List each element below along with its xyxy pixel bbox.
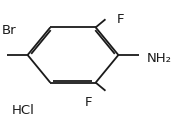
Text: HCl: HCl: [12, 104, 35, 117]
Text: F: F: [117, 13, 124, 26]
Text: NH₂: NH₂: [147, 52, 172, 65]
Text: Br: Br: [1, 24, 16, 37]
Text: F: F: [84, 96, 92, 109]
